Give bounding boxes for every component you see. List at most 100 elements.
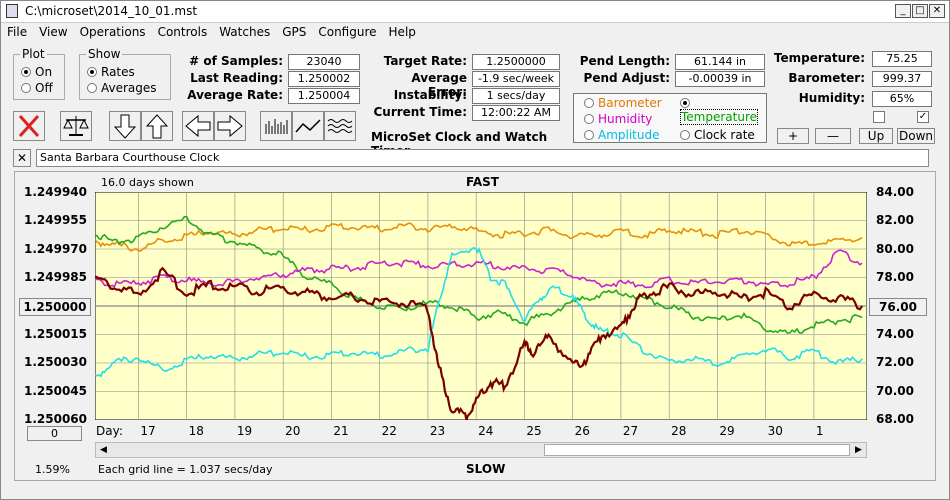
pend-length-label: Pend Length: bbox=[579, 54, 670, 68]
line-view-button[interactable] bbox=[292, 111, 324, 141]
x-tick-label: 18 bbox=[188, 424, 204, 438]
x-tick-label: 29 bbox=[719, 424, 735, 438]
sensor-barometer-radio[interactable]: Barometer bbox=[584, 96, 662, 110]
clear-watch-button[interactable]: ✕ bbox=[13, 149, 31, 167]
y-right-tick: 74.00 bbox=[876, 327, 914, 341]
right-arrow-button[interactable] bbox=[214, 111, 246, 141]
x-tick-label: 17 bbox=[140, 424, 156, 438]
x-tick-label: 23 bbox=[429, 424, 446, 438]
last-reading-value: 1.250002 bbox=[288, 71, 360, 87]
up-arrow-button[interactable] bbox=[141, 111, 173, 141]
sensor-temperature-radio[interactable]: Temperature bbox=[680, 96, 766, 125]
scroll-left-icon[interactable]: ◀ bbox=[100, 445, 107, 455]
slow-label: SLOW bbox=[466, 462, 506, 476]
series-line-temperature bbox=[95, 215, 863, 334]
show-averages-radio[interactable]: Averages bbox=[87, 81, 157, 95]
humidity-value: 65% bbox=[872, 91, 932, 107]
clear-button[interactable] bbox=[13, 111, 45, 141]
sensor-amplitude-radio[interactable]: Amplitude bbox=[584, 128, 660, 142]
y-left-tick: 1.249955 bbox=[23, 213, 87, 227]
minimize-button[interactable]: _ bbox=[895, 4, 911, 18]
balance-button[interactable] bbox=[60, 111, 92, 141]
menu-watches[interactable]: Watches bbox=[219, 25, 271, 39]
down-arrow-button[interactable] bbox=[109, 111, 141, 141]
y-left-tick: 1.249985 bbox=[23, 270, 87, 284]
x-tick-label: 21 bbox=[333, 424, 349, 438]
y-right-tick: 72.00 bbox=[876, 355, 914, 369]
menu-configure[interactable]: Configure bbox=[318, 25, 377, 39]
scroll-right-icon[interactable]: ▶ bbox=[855, 445, 862, 455]
chart-panel bbox=[14, 171, 936, 481]
average-error-value: -1.9 sec/week bbox=[472, 71, 560, 87]
arrow-up-icon bbox=[145, 114, 169, 139]
arrow-left-icon bbox=[185, 114, 211, 138]
x-axis-day-label: Day: bbox=[96, 424, 123, 438]
samples-label: # of Samples: bbox=[189, 54, 283, 68]
scale-plus-button[interactable]: + bbox=[777, 128, 809, 144]
temperature-label: Temperature: bbox=[773, 51, 865, 65]
target-rate-label: Target Rate: bbox=[383, 54, 467, 68]
instability-value: 1 secs/day bbox=[472, 88, 560, 104]
barometer-value: 999.37 bbox=[872, 71, 932, 87]
app-icon bbox=[6, 4, 18, 18]
arrow-right-icon bbox=[217, 114, 243, 138]
barometer-label: Barometer: bbox=[788, 71, 865, 85]
instability-label: Instability: bbox=[393, 88, 467, 102]
sensor-select-box: Barometer Temperature Humidity Amplitude… bbox=[573, 93, 767, 143]
maximize-button[interactable]: □ bbox=[912, 4, 928, 18]
sensor-humidity-radio[interactable]: Humidity bbox=[584, 112, 652, 126]
y-right-tick: 68.00 bbox=[876, 412, 914, 426]
line-graph-icon bbox=[295, 119, 321, 133]
menu-view[interactable]: View bbox=[39, 25, 68, 39]
plot-on-radio[interactable]: On bbox=[21, 65, 52, 79]
histogram-icon bbox=[265, 119, 288, 134]
days-shown-label: 16.0 days shown bbox=[101, 176, 194, 189]
title-bar: C:\microset\2014_10_01.mst _ □ ✕ bbox=[1, 1, 949, 23]
bars-view-button[interactable] bbox=[260, 111, 292, 141]
x-tick-label: 22 bbox=[381, 424, 397, 438]
y-left-tick: 1.250015 bbox=[23, 327, 87, 341]
menu-controls[interactable]: Controls bbox=[157, 25, 208, 39]
humidity-checkbox[interactable] bbox=[873, 111, 885, 123]
y-right-tick: 78.00 bbox=[876, 270, 914, 284]
x-tick-label: 27 bbox=[622, 424, 639, 438]
average-rate-label: Average Rate: bbox=[187, 88, 283, 102]
y-left-tick: 1.249940 bbox=[23, 185, 87, 199]
scale-icon bbox=[63, 116, 89, 136]
series-line-barometer bbox=[95, 222, 863, 252]
watch-name-field[interactable]: Santa Barbara Courthouse Clock bbox=[36, 149, 929, 167]
zero-button[interactable]: 0 bbox=[27, 426, 82, 441]
scroll-thumb[interactable] bbox=[544, 444, 850, 456]
temperature-value: 75.25 bbox=[872, 51, 932, 67]
menu-operations[interactable]: Operations bbox=[79, 25, 146, 39]
average-error-label: Average Error: bbox=[411, 71, 467, 99]
menu-bar: File View Operations Controls Watches GPS Conf… bbox=[1, 24, 949, 42]
scale-up-button[interactable]: Up bbox=[859, 128, 893, 144]
scale-down-button[interactable]: Down bbox=[897, 128, 935, 144]
x-tick-label: 19 bbox=[236, 424, 253, 438]
series-line-clock-rate bbox=[95, 266, 864, 420]
rate-chart bbox=[95, 192, 867, 420]
plot-off-radio[interactable]: Off bbox=[21, 81, 53, 95]
y-right-tick: 80.00 bbox=[876, 242, 914, 256]
wave-view-button[interactable] bbox=[324, 111, 356, 141]
chart-scrollbar[interactable]: ◀ ▶ bbox=[95, 442, 867, 458]
scale-minus-button[interactable]: — bbox=[815, 128, 851, 144]
show-rates-radio[interactable]: Rates bbox=[87, 65, 135, 79]
left-arrow-button[interactable] bbox=[182, 111, 214, 141]
left-reference-button[interactable]: 1.250000 bbox=[19, 298, 91, 316]
red-x-icon bbox=[18, 114, 40, 138]
right-reference-button[interactable]: 76.00 bbox=[869, 298, 927, 316]
menu-file[interactable]: File bbox=[7, 25, 28, 39]
series-line-amplitude bbox=[95, 246, 863, 378]
show-group: Show Rates Averages bbox=[79, 47, 171, 100]
humidity-label: Humidity: bbox=[798, 91, 865, 105]
menu-help[interactable]: Help bbox=[388, 25, 416, 39]
sensor-clockrate-radio[interactable]: Clock rate bbox=[680, 128, 755, 142]
y-left-tick: 1.249970 bbox=[23, 242, 87, 256]
y-right-tick: 82.00 bbox=[876, 213, 914, 227]
temperature-checkbox[interactable]: ✓ bbox=[917, 111, 929, 123]
arrow-down-icon bbox=[113, 114, 137, 139]
menu-gps[interactable]: GPS bbox=[282, 25, 307, 39]
close-window-button[interactable]: ✕ bbox=[929, 4, 945, 18]
